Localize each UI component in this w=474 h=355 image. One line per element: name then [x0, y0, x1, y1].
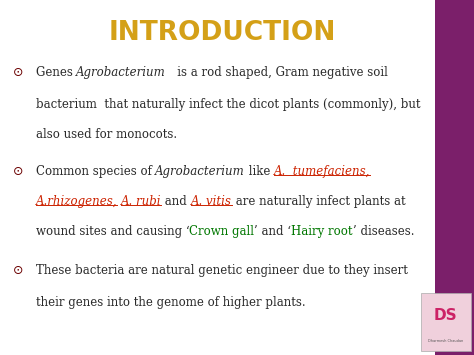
Text: ⊙: ⊙: [13, 66, 23, 79]
Text: ’ and ‘: ’ and ‘: [254, 225, 291, 239]
Text: Agrobacterium: Agrobacterium: [76, 66, 166, 79]
Text: Common species of: Common species of: [36, 165, 155, 178]
Text: ⊙: ⊙: [13, 165, 23, 178]
Text: wound sites and causing ‘: wound sites and causing ‘: [36, 225, 189, 239]
Text: like: like: [245, 165, 274, 178]
Text: A. rubi: A. rubi: [121, 195, 161, 208]
Text: A. vitis: A. vitis: [191, 195, 232, 208]
Text: their genes into the genome of higher plants.: their genes into the genome of higher pl…: [36, 296, 305, 310]
Text: and: and: [161, 195, 191, 208]
Text: also used for monocots.: also used for monocots.: [36, 128, 177, 141]
Text: Dharmesh Chaudan: Dharmesh Chaudan: [428, 339, 464, 343]
Text: Agrobacterium: Agrobacterium: [155, 165, 245, 178]
Text: bacterium  that naturally infect the dicot plants (commonly), but: bacterium that naturally infect the dico…: [36, 98, 420, 111]
Text: ⊙: ⊙: [13, 264, 23, 278]
Text: are naturally infect plants at: are naturally infect plants at: [232, 195, 405, 208]
Text: A.  tumefaciens,: A. tumefaciens,: [274, 165, 370, 178]
Text: Crown gall: Crown gall: [189, 225, 254, 239]
Text: A.rhizogenes,: A.rhizogenes,: [36, 195, 117, 208]
Text: INTRODUCTION: INTRODUCTION: [109, 20, 337, 45]
Text: These bacteria are natural genetic engineer due to they insert: These bacteria are natural genetic engin…: [36, 264, 408, 278]
Text: DS: DS: [434, 308, 457, 323]
Text: is a rod shaped, Gram negative soil: is a rod shaped, Gram negative soil: [166, 66, 388, 79]
Text: Hairy root: Hairy root: [291, 225, 353, 239]
FancyBboxPatch shape: [421, 293, 471, 351]
Text: ’ diseases.: ’ diseases.: [353, 225, 414, 239]
Text: Genes: Genes: [36, 66, 76, 79]
FancyBboxPatch shape: [435, 0, 474, 355]
